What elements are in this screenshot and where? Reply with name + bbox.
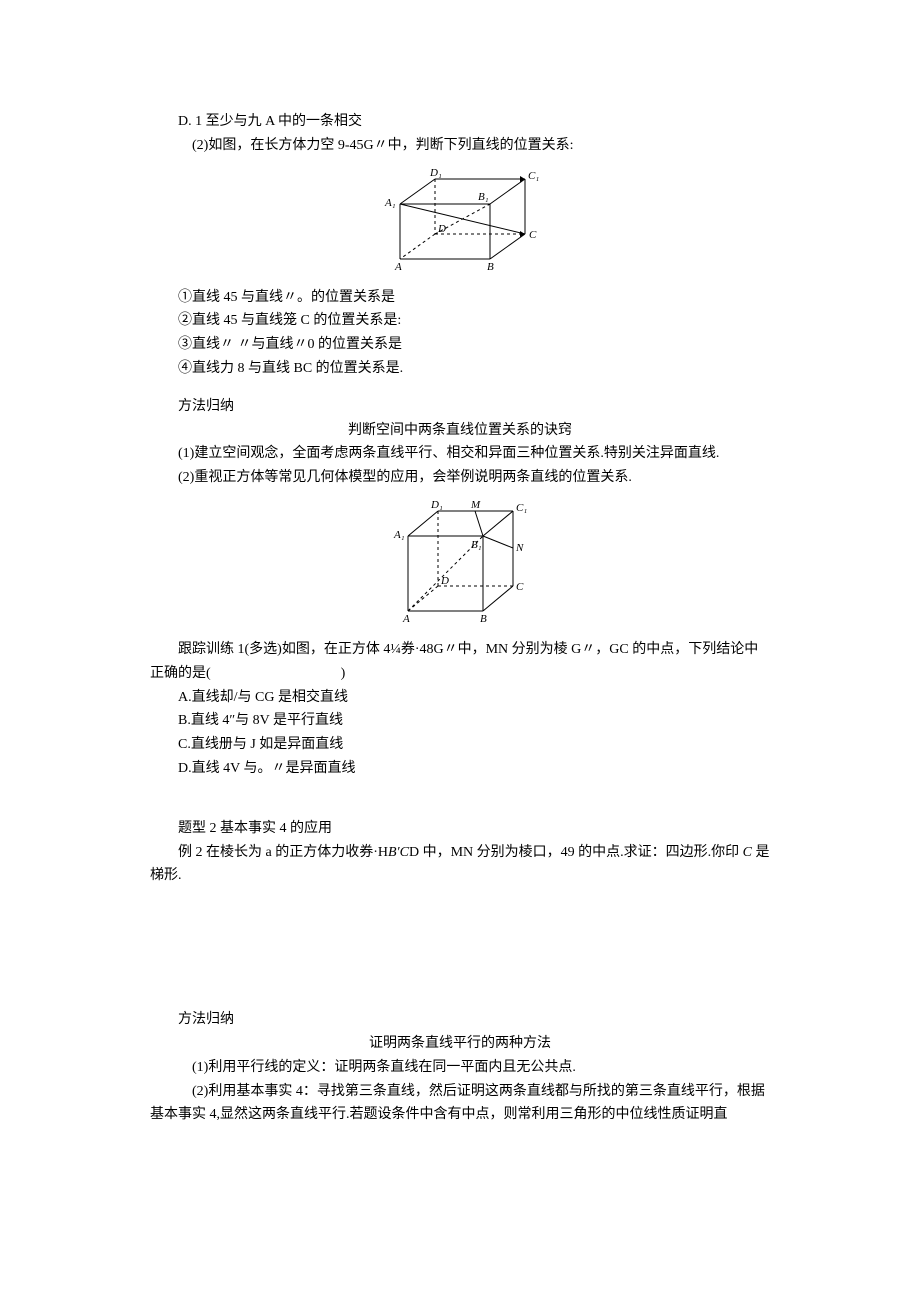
subq-2: ②直线 45 与直线笼 C 的位置关系是:: [150, 309, 770, 333]
label-b1: B₁: [478, 191, 489, 203]
question-2: (2)如图，在长方体力空 9-45G〃中，判断下列直线的位置关系:: [150, 134, 770, 158]
spacer: [150, 781, 770, 817]
label-a1: A₁: [384, 197, 396, 209]
label2-m: M: [470, 499, 481, 511]
figure-1-cuboid: D₁ C₁ A₁ B₁ D C A B: [150, 164, 770, 274]
method-title-2: 证明两条直线平行的两种方法: [150, 1032, 770, 1056]
track1-opt-b: B.直线 4″与 8V 是平行直线: [150, 709, 770, 733]
label2-d1: D₁: [430, 499, 443, 511]
label2-d: D: [440, 575, 449, 587]
label2-b1: B₁: [471, 539, 482, 551]
label-a: A: [394, 261, 402, 273]
label2-a1: A₁: [393, 529, 405, 541]
figure-2-cube: D₁ M C₁ A₁ B₁ N D C A B: [150, 496, 770, 626]
label2-n: N: [515, 542, 524, 554]
method-title-1: 判断空间中两条直线位置关系的诀窍: [150, 419, 770, 443]
cube-svg: D₁ M C₁ A₁ B₁ N D C A B: [383, 496, 538, 626]
track1-stem-a: 跟踪训练 1(多选)如图，在正方体 4¼券·48G〃中，MN 分别为棱 G〃，G…: [150, 642, 758, 681]
label-c: C: [529, 229, 537, 241]
ex2-c: D 中，MN 分别为棱口，49 的中点.求证：四边形.你印: [409, 845, 743, 860]
method-head-1: 方法归纳: [150, 395, 770, 419]
ex2-d: C: [743, 845, 752, 860]
track1-opt-a: A.直线却/与 CG 是相交直线: [150, 686, 770, 710]
cuboid-svg: D₁ C₁ A₁ B₁ D C A B: [370, 164, 550, 274]
subq-3: ③直线〃 〃与直线〃0 的位置关系是: [150, 333, 770, 357]
option-d: D. 1 至少与九 A 中的一条相交: [150, 110, 770, 134]
document-page: D. 1 至少与九 A 中的一条相交 (2)如图，在长方体力空 9-45G〃中，…: [0, 0, 920, 1187]
ex2-a: 例 2 在棱长为 a 的正方体力收券·H: [178, 845, 388, 860]
method2-p1: (1)利用平行线的定义：证明两条直线在同一平面内且无公共点.: [150, 1056, 770, 1080]
method-head-2: 方法归纳: [150, 1008, 770, 1032]
subq-4: ④直线力 8 与直线 BC 的位置关系是.: [150, 357, 770, 381]
label-d: D: [437, 223, 446, 235]
subq-1: ①直线 45 与直线〃。的位置关系是: [150, 286, 770, 310]
track1-opt-c: C.直线册与 J 如是异面直线: [150, 733, 770, 757]
label2-b: B: [480, 613, 487, 625]
track1-opt-d: D.直线 4V 与。〃是异面直线: [150, 757, 770, 781]
label2-c: C: [516, 581, 524, 593]
track1-stem: 跟踪训练 1(多选)如图，在正方体 4¼券·48G〃中，MN 分别为棱 G〃，G…: [150, 638, 770, 686]
ex2-b: B′C: [388, 845, 409, 860]
label-b: B: [487, 261, 494, 273]
label2-c1: C₁: [516, 502, 527, 514]
label2-a: A: [402, 613, 410, 625]
track1-stem-b: ): [341, 666, 346, 681]
example-2: 例 2 在棱长为 a 的正方体力收券·HB′CD 中，MN 分别为棱口，49 的…: [150, 841, 770, 889]
label-c1: C₁: [528, 170, 539, 182]
label-d1: D₁: [429, 167, 442, 179]
tx2-head: 题型 2 基本事实 4 的应用: [150, 817, 770, 841]
spacer: [150, 381, 770, 395]
method2-p2: (2)利用基本事实 4：寻找第三条直线，然后证明这两条直线都与所找的第三条直线平…: [150, 1080, 770, 1128]
method1-p1: (1)建立空间观念，全面考虑两条直线平行、相交和异面三种位置关系.特别关注异面直…: [150, 442, 770, 466]
method1-p2: (2)重视正方体等常见几何体模型的应用，会举例说明两条直线的位置关系.: [150, 466, 770, 490]
blank-area: [150, 888, 770, 1008]
